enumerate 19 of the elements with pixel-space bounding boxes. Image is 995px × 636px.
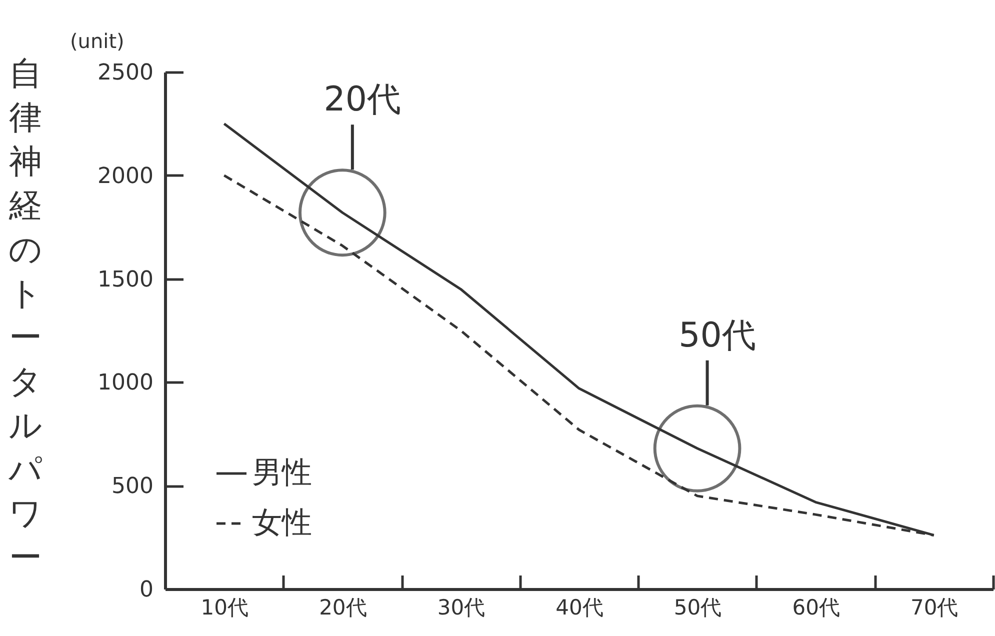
x-tick-label: 70代	[910, 596, 958, 620]
text: 自律神経のトータルパワー	[8, 54, 42, 576]
annotation: 20代	[324, 80, 402, 120]
text: (unit)	[70, 29, 124, 53]
x-tick-label: 40代	[556, 596, 604, 620]
y-tick-label: 0	[140, 578, 154, 602]
x-tick-label: 60代	[792, 596, 840, 620]
y-tick-label: 1000	[98, 370, 154, 396]
y-tick-label: 2000	[98, 164, 154, 189]
x-tick-label: 20代	[319, 596, 367, 620]
y-tick-label: 1500	[98, 267, 154, 292]
y-tick-label: 500	[112, 474, 154, 500]
y-tick-label: 2500	[98, 60, 154, 86]
legend-label: 男性	[252, 456, 312, 490]
annotation: 50代	[678, 315, 756, 356]
x-tick-label: 10代	[200, 596, 249, 620]
legend-label: 女性	[252, 506, 312, 540]
x-tick-label: 50代	[674, 596, 722, 620]
x-tick-label: 30代	[437, 596, 486, 620]
